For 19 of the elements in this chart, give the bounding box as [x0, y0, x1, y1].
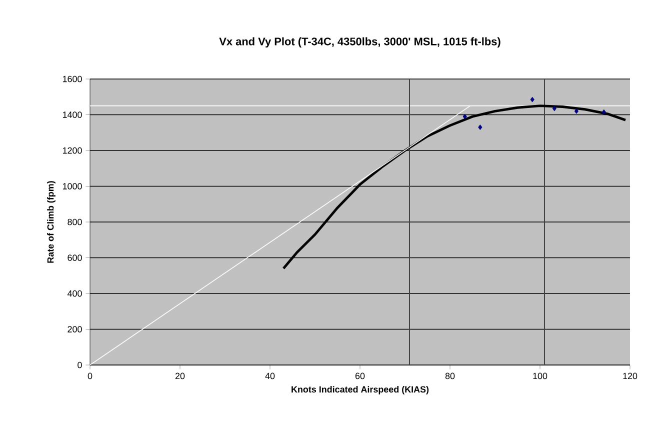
x-tick-label: 20 [175, 372, 185, 380]
x-axis-title: Knots Indicated Airspeed (KIAS) [292, 386, 429, 394]
chart-title: Vx and Vy Plot (T-34C, 4350lbs, 3000' MSL, 1015 ft-lbs) [219, 37, 500, 48]
y-tick-label: 800 [68, 218, 82, 226]
y-axis-title: Rate of Climb (fpm) [47, 181, 56, 263]
y-tick-label: 400 [67, 290, 82, 297]
y-tick-label: 600 [68, 254, 82, 261]
x-tick-label: 120 [623, 372, 638, 380]
y-tick-label: 1200 [62, 147, 82, 154]
x-tick-label: 100 [533, 372, 548, 380]
x-tick-label: 40 [265, 372, 275, 380]
y-tick-label: 200 [68, 326, 82, 332]
y-tick-label: 1400 [62, 112, 82, 118]
y-tick-label: 0 [78, 362, 82, 368]
x-tick-label: 80 [445, 372, 455, 380]
x-tick-label: 0 [88, 372, 92, 380]
y-tick-label: 1000 [62, 183, 82, 190]
x-tick-label: 60 [355, 372, 365, 380]
y-tick-label: 1600 [62, 76, 82, 82]
